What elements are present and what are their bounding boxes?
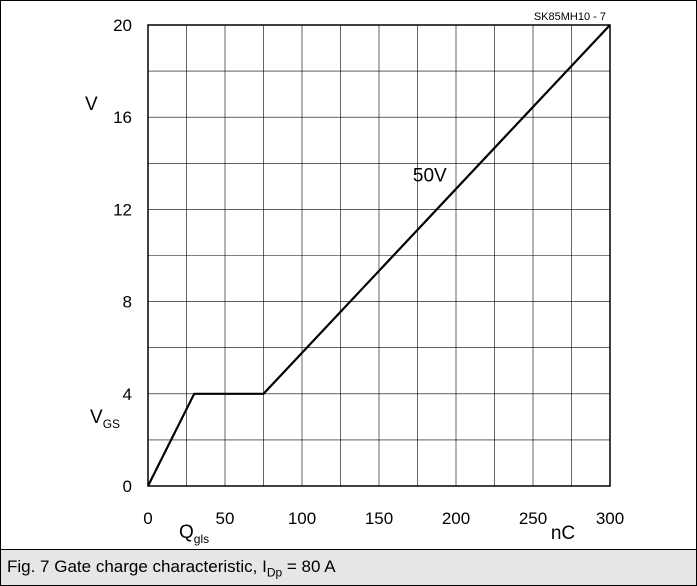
x-tick-label: 150: [365, 509, 393, 528]
caption-subscript: Dp: [266, 565, 283, 580]
y-symbol-label: VGS: [90, 407, 120, 431]
caption-prefix: Fig. 7 Gate charge characteristic, I: [7, 557, 267, 576]
y-tick-label: 16: [113, 108, 132, 127]
y-tick-label: 12: [113, 200, 132, 219]
y-tick-label: 0: [123, 477, 132, 496]
caption-suffix: = 80 A: [282, 557, 336, 576]
y-symbol-main: V: [90, 407, 103, 428]
y-tick-label: 4: [123, 385, 132, 404]
x-unit-label: nC: [551, 523, 575, 544]
x-symbol-main: Q: [179, 522, 194, 543]
y-symbol-sub: GS: [103, 417, 120, 431]
x-tick-label: 200: [442, 509, 470, 528]
gate-charge-chart: 0 4 8 12 16 20 0 50 100 150 200 250 300 SK85MH10 - …: [85, 11, 624, 546]
x-symbol-sub: gls: [194, 532, 209, 546]
figure-caption: Fig. 7 Gate charge characteristic, IDp =…: [1, 549, 696, 585]
y-tick-label: 20: [113, 16, 132, 35]
code-label: SK85MH10 - 7: [534, 11, 606, 23]
x-tick-label: 100: [288, 509, 316, 528]
y-tick-labels: 0 4 8 12 16 20: [113, 16, 132, 496]
x-symbol-label: Qgls: [179, 522, 209, 546]
plot-border: [147, 24, 611, 487]
x-tick-label: 50: [216, 509, 235, 528]
grid: [148, 25, 610, 486]
series-annotation-50v: 50V: [413, 166, 447, 187]
series-line-0: [147, 24, 611, 487]
x-tick-label: 300: [596, 509, 624, 528]
y-unit-label: V: [85, 94, 98, 115]
x-tick-label: 250: [519, 509, 547, 528]
series-layer: [147, 24, 611, 487]
y-tick-label: 8: [123, 293, 132, 312]
x-tick-labels: 0 50 100 150 200 250 300: [143, 509, 624, 528]
x-tick-label: 0: [143, 509, 152, 528]
